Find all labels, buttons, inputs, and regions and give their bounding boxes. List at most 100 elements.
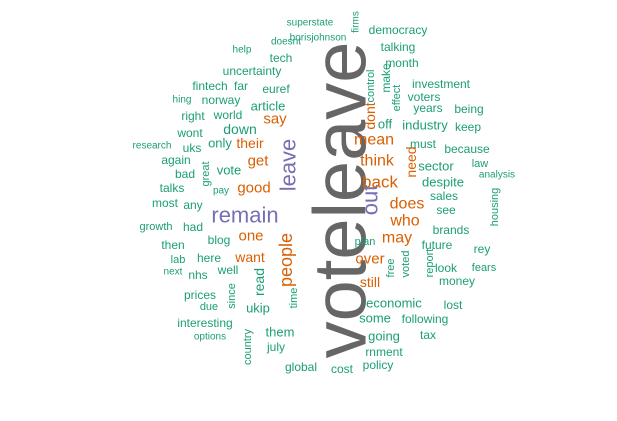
cloud-word: vote	[217, 163, 242, 178]
cloud-word: lab	[171, 254, 186, 266]
cloud-word: doesnt	[271, 37, 301, 48]
cloud-word: see	[436, 203, 456, 217]
cloud-word: read	[251, 268, 267, 296]
cloud-word: who	[389, 213, 419, 230]
cloud-word: world	[213, 108, 243, 122]
cloud-word: fintech	[192, 79, 227, 93]
cloud-word: democracy	[369, 23, 428, 37]
cloud-word: need	[403, 146, 419, 177]
cloud-word: future	[422, 238, 453, 252]
cloud-word: some	[359, 311, 391, 326]
cloud-word: analysis	[479, 170, 515, 181]
cloud-word: fears	[472, 262, 497, 274]
cloud-word: effect	[391, 85, 403, 112]
cloud-word: options	[194, 332, 226, 343]
cloud-word: most	[152, 196, 179, 210]
cloud-word: hing	[173, 95, 192, 106]
cloud-word: rey	[474, 242, 491, 256]
cloud-word: july	[266, 340, 285, 354]
cloud-word: had	[183, 220, 203, 234]
cloud-word: global	[285, 360, 317, 374]
cloud-word: look	[435, 261, 458, 275]
cloud-word: borisjohnson	[290, 33, 347, 44]
cloud-word: free	[385, 259, 397, 278]
cloud-word: interesting	[177, 316, 232, 330]
cloud-word: growth	[139, 221, 172, 233]
cloud-word: great	[200, 161, 212, 186]
cloud-word: lost	[444, 298, 463, 312]
cloud-word: euref	[262, 82, 290, 96]
cloud-word: research	[133, 141, 172, 152]
cloud-word: get	[248, 153, 270, 170]
cloud-word: country	[242, 328, 254, 365]
cloud-word: money	[439, 274, 475, 288]
cloud-word: again	[161, 153, 190, 167]
cloud-word: rnment	[365, 345, 403, 359]
cloud-word: superstate	[287, 18, 334, 29]
cloud-word: back	[362, 173, 398, 192]
cloud-word: help	[233, 45, 252, 56]
cloud-word: economic	[366, 296, 422, 311]
cloud-word: policy	[363, 358, 394, 372]
cloud-word: dont	[362, 102, 378, 129]
cloud-word: housing	[489, 188, 501, 227]
cloud-word: pay	[213, 186, 229, 197]
cloud-word: say	[263, 111, 287, 128]
cloud-word: brands	[433, 223, 470, 237]
cloud-word: prices	[184, 288, 216, 302]
cloud-word: here	[197, 251, 221, 265]
cloud-word: time	[288, 288, 300, 309]
cloud-word: voteleave	[299, 42, 382, 359]
cloud-word: remain	[211, 203, 278, 228]
cloud-word: keep	[455, 120, 481, 134]
cloud-word: next	[164, 267, 183, 278]
cloud-word: bad	[175, 167, 195, 181]
cloud-word: norway	[202, 93, 241, 107]
cloud-word: wont	[176, 126, 203, 140]
cloud-word: their	[236, 135, 264, 151]
cloud-word: any	[183, 198, 202, 212]
cloud-word: investment	[412, 77, 471, 91]
cloud-word: uncertainty	[223, 64, 282, 78]
cloud-word: firms	[351, 11, 362, 33]
cloud-word: voters	[408, 90, 441, 104]
cloud-word: following	[402, 312, 449, 326]
cloud-word: still	[360, 274, 380, 290]
cloud-word: well	[217, 263, 239, 277]
cloud-word: then	[161, 238, 184, 252]
cloud-word: plan	[355, 236, 376, 248]
cloud-word: over	[355, 251, 384, 268]
cloud-word: think	[360, 153, 395, 170]
cloud-word: only	[208, 136, 232, 151]
cloud-word: nhs	[188, 268, 207, 282]
cloud-word: law	[472, 158, 489, 170]
cloud-word: them	[266, 325, 295, 340]
cloud-word: one	[238, 228, 263, 245]
cloud-word: because	[444, 142, 490, 156]
cloud-word: far	[234, 79, 248, 93]
cloud-word: want	[234, 249, 265, 265]
cloud-word: may	[382, 230, 412, 247]
cloud-word: uks	[183, 141, 202, 155]
cloud-word: good	[237, 180, 270, 197]
cloud-word: due	[200, 301, 218, 313]
cloud-word: tax	[420, 328, 436, 342]
cloud-word: month	[385, 56, 418, 70]
cloud-word: people	[276, 233, 296, 287]
cloud-word: ukip	[246, 301, 270, 316]
cloud-word: does	[390, 196, 425, 213]
cloud-word: years	[413, 101, 442, 115]
cloud-word: leave	[276, 139, 301, 192]
cloud-word: talking	[381, 40, 416, 54]
cloud-word: article	[251, 99, 286, 114]
cloud-word: must	[410, 137, 437, 151]
cloud-word: cost	[331, 362, 354, 376]
cloud-word: tech	[270, 51, 293, 65]
cloud-word: despite	[422, 175, 464, 190]
cloud-word: since	[226, 283, 238, 309]
cloud-word: control	[365, 69, 377, 102]
cloud-word: going	[368, 329, 400, 344]
cloud-word: off	[378, 117, 393, 132]
cloud-word: right	[181, 109, 205, 123]
cloud-word: blog	[208, 233, 231, 247]
